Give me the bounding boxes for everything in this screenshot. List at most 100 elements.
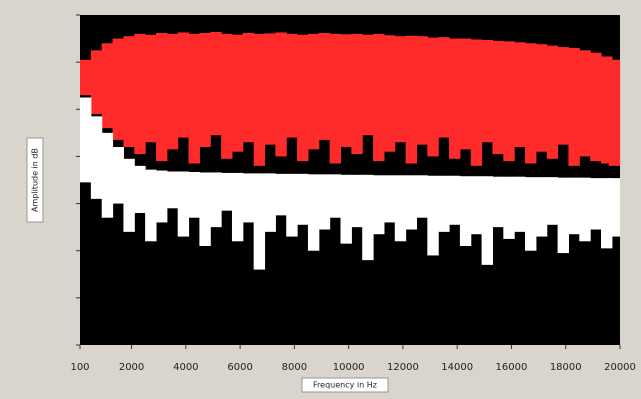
band-bar bbox=[535, 177, 548, 237]
band-bar bbox=[101, 132, 114, 218]
band-bar bbox=[166, 33, 179, 150]
band-bar bbox=[503, 41, 515, 162]
band-bar bbox=[264, 33, 276, 145]
band-bar bbox=[221, 172, 233, 211]
band-bar bbox=[80, 59, 92, 96]
band-bar bbox=[297, 173, 309, 225]
band-bar bbox=[514, 176, 526, 232]
band-bar bbox=[297, 34, 309, 162]
band-bar bbox=[394, 175, 407, 242]
band-bar bbox=[145, 34, 157, 143]
band-bar bbox=[264, 173, 276, 232]
band-bar bbox=[427, 37, 439, 157]
band-bar bbox=[416, 36, 428, 145]
band-bar bbox=[608, 178, 621, 237]
band-bar bbox=[503, 176, 515, 239]
band-bar bbox=[329, 174, 342, 218]
band-bar bbox=[112, 38, 124, 140]
band-bar bbox=[546, 45, 559, 159]
band-bar bbox=[459, 38, 472, 150]
band-bar bbox=[123, 36, 135, 147]
band-bar bbox=[525, 177, 537, 251]
band-bar bbox=[459, 176, 472, 246]
band-bar bbox=[231, 34, 244, 152]
band-bar bbox=[210, 31, 222, 136]
band-bar bbox=[329, 33, 342, 164]
y-axis-label: Amplitude in dB bbox=[31, 148, 40, 212]
x-tick-label: 16000 bbox=[496, 362, 528, 373]
band-bar bbox=[134, 165, 146, 213]
band-bar bbox=[177, 171, 190, 237]
band-bar bbox=[590, 178, 602, 230]
band-bar bbox=[568, 48, 580, 166]
band-bar bbox=[579, 177, 591, 242]
x-tick-label: 6000 bbox=[227, 362, 252, 373]
x-tick-label: 12000 bbox=[387, 362, 419, 373]
band-bar bbox=[590, 52, 602, 162]
band-bar bbox=[253, 33, 266, 166]
band-bar bbox=[351, 174, 363, 228]
band-bar bbox=[210, 172, 222, 228]
band-bar bbox=[166, 171, 179, 209]
band-bar bbox=[221, 33, 233, 159]
x-tick-label: 18000 bbox=[550, 362, 582, 373]
band-bar bbox=[492, 40, 504, 155]
x-tick-label: 2000 bbox=[119, 362, 144, 373]
x-tick-label: 4000 bbox=[173, 362, 198, 373]
band-bar bbox=[275, 32, 287, 157]
x-tick-label: 100 bbox=[70, 362, 89, 373]
band-bar bbox=[514, 42, 526, 147]
band-bar bbox=[101, 43, 114, 129]
band-bar bbox=[373, 175, 385, 235]
band-bar bbox=[286, 173, 298, 237]
band-bar bbox=[525, 43, 537, 164]
band-bar bbox=[145, 169, 157, 242]
band-bar bbox=[427, 175, 439, 256]
band-bar bbox=[253, 173, 266, 270]
band-bar bbox=[242, 173, 255, 223]
band-bar bbox=[340, 34, 352, 148]
band-bar bbox=[307, 33, 320, 150]
band-bar bbox=[579, 50, 591, 157]
band-bar bbox=[394, 36, 407, 143]
x-label-box bbox=[301, 377, 389, 393]
band-bar bbox=[481, 176, 494, 265]
band-bar bbox=[80, 97, 92, 183]
band-bar bbox=[405, 175, 418, 230]
band-bar bbox=[199, 32, 211, 147]
band-bar bbox=[134, 33, 146, 155]
band-bar bbox=[373, 33, 385, 162]
x-axis-label: Frequency in Hz bbox=[313, 381, 377, 390]
band-bar bbox=[557, 177, 569, 254]
band-bar bbox=[188, 171, 200, 218]
x-tick-label: 14000 bbox=[441, 362, 473, 373]
x-tick-label: 10000 bbox=[333, 362, 365, 373]
band-bar bbox=[307, 174, 320, 251]
band-bar bbox=[449, 38, 461, 159]
band-bar bbox=[340, 174, 352, 244]
band-bar bbox=[557, 47, 569, 145]
band-bar bbox=[481, 39, 494, 143]
band-bar bbox=[383, 35, 396, 152]
band-bar bbox=[535, 44, 548, 152]
band-bar bbox=[112, 147, 124, 204]
band-bar bbox=[546, 177, 559, 225]
band-bar bbox=[90, 50, 103, 114]
band-bar bbox=[123, 158, 135, 232]
band-bar bbox=[286, 33, 298, 138]
band-bar bbox=[470, 176, 483, 235]
band-bar bbox=[362, 34, 374, 136]
band-bar bbox=[449, 175, 461, 225]
band-bar bbox=[405, 35, 418, 164]
band-bar bbox=[492, 176, 504, 228]
x-tick-label: 20000 bbox=[604, 362, 636, 373]
band-bar bbox=[199, 172, 211, 246]
band-bar bbox=[155, 170, 168, 223]
band-bar bbox=[438, 37, 450, 138]
band-bar bbox=[90, 116, 103, 199]
band-bar bbox=[438, 175, 450, 232]
band-bar bbox=[275, 173, 287, 216]
band-bar bbox=[601, 178, 613, 249]
